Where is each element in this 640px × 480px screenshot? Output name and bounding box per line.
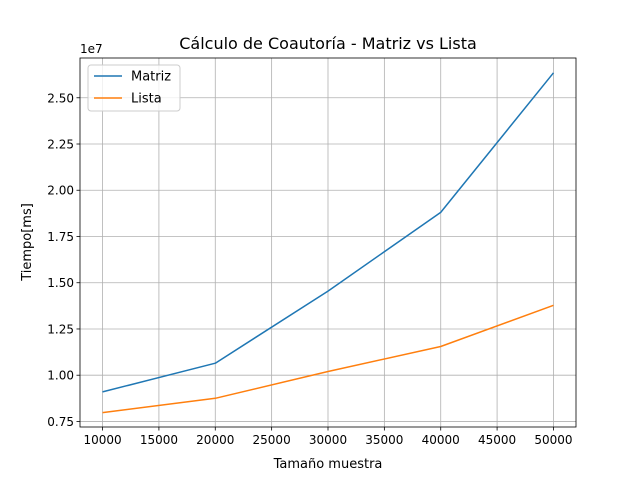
x-axis-ticks: 10000 15000 20000 25000 30000 35000 40000 45000… (83, 427, 573, 447)
x-tick-label: 35000 (365, 433, 403, 447)
legend-label-lista: Lista (131, 92, 162, 107)
x-tick-label: 25000 (253, 433, 291, 447)
y-tick-label: 1.50 (47, 276, 74, 290)
legend-label-matriz: Matriz (131, 70, 171, 85)
x-tick-label: 20000 (196, 433, 234, 447)
y-tick-label: 2.50 (47, 91, 74, 105)
x-tick-label: 40000 (422, 433, 460, 447)
x-tick-label: 50000 (534, 433, 572, 447)
y-tick-label: 1.00 (47, 369, 74, 383)
x-tick-label: 10000 (83, 433, 121, 447)
y-tick-label: 2.00 (47, 184, 74, 198)
x-tick-label: 15000 (140, 433, 178, 447)
chart-title: Cálculo de Coautoría - Matriz vs Lista (179, 34, 477, 53)
legend: Matriz Lista (87, 64, 181, 112)
y-tick-label: 1.75 (47, 230, 74, 244)
grid (80, 58, 576, 427)
y-axis-label: Tiempo[ms] (20, 203, 35, 282)
y-tick-label: 0.75 (47, 415, 74, 429)
series-line-lista (102, 304, 554, 414)
x-tick-label: 45000 (478, 433, 516, 447)
x-tick-label: 30000 (309, 433, 347, 447)
series-lines (102, 72, 555, 414)
series-line-matriz (102, 72, 555, 393)
x-axis-label: Tamaño muestra (273, 457, 383, 472)
y-tick-label: 1.25 (47, 322, 74, 336)
y-axis-ticks: 0.75 1.00 1.25 1.50 1.75 2.00 2.25 2.50 (47, 91, 80, 429)
y-tick-label: 2.25 (47, 138, 74, 152)
y-axis-offset-label: 1e7 (80, 42, 103, 56)
